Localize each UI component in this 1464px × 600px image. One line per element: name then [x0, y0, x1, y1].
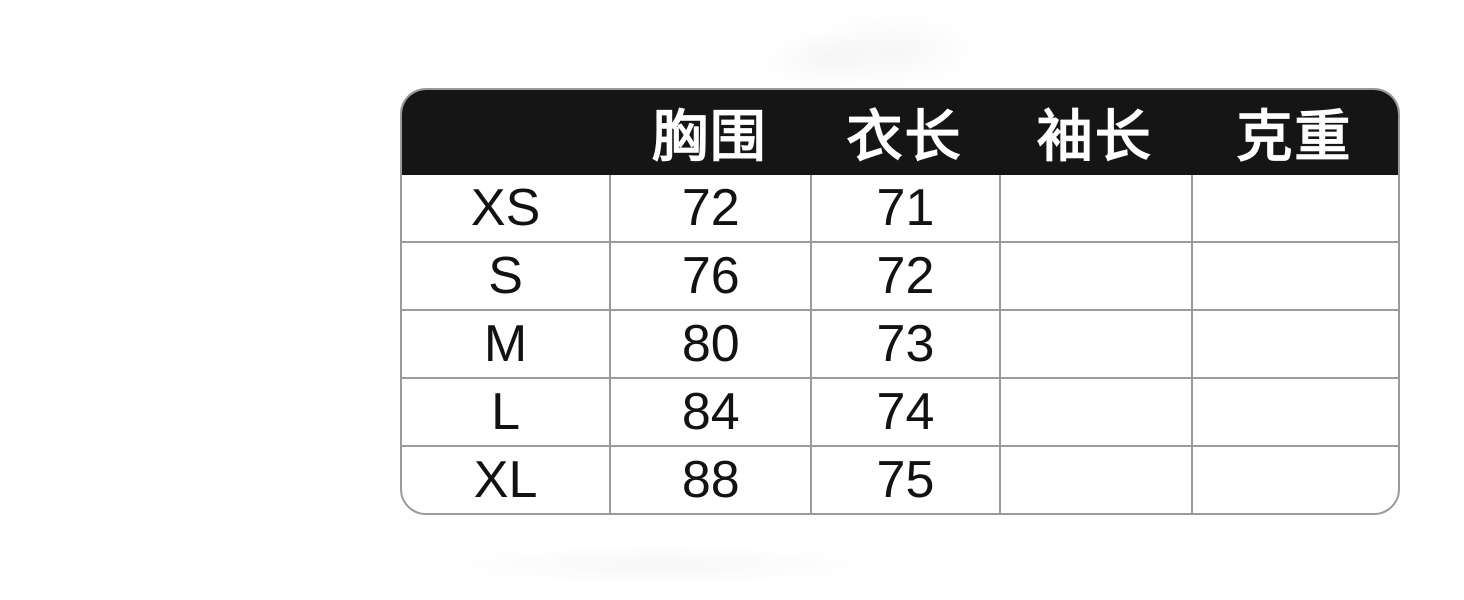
- weight-value: [1190, 447, 1398, 513]
- header-cell-sleeve: 袖长: [1036, 105, 1153, 168]
- sleeve-value: [998, 447, 1191, 513]
- chest-value: 80: [609, 311, 810, 377]
- length-value: 72: [810, 243, 998, 309]
- table-row-xs: XS 72 71: [402, 175, 1398, 241]
- size-chart-table: 胸围 衣长 袖长 克重 XS 72 71 S 76 72 M 80: [400, 88, 1400, 515]
- size-label: S: [488, 247, 523, 305]
- sleeve-value: [998, 379, 1191, 445]
- sleeve-value: [998, 243, 1191, 309]
- table-row-xl: XL 88 75: [402, 445, 1398, 513]
- table-row-m: M 80 73: [402, 309, 1398, 377]
- size-label: L: [491, 383, 521, 441]
- length-value: 75: [810, 447, 998, 513]
- table-body: XS 72 71 S 76 72 M 80 73 L: [402, 175, 1398, 513]
- watermark-smudge: [430, 545, 890, 585]
- sleeve-value: [998, 311, 1191, 377]
- weight-value: [1190, 243, 1398, 309]
- header-cell-size: [402, 90, 609, 175]
- weight-value: [1190, 175, 1398, 241]
- size-label: XL: [473, 451, 538, 509]
- watermark-smudge: [800, 10, 980, 90]
- length-value: 71: [810, 175, 998, 241]
- sleeve-value: [998, 175, 1191, 241]
- chest-value: 72: [609, 175, 810, 241]
- chest-value: 84: [609, 379, 810, 445]
- table-row-s: S 76 72: [402, 241, 1398, 309]
- header-cell-weight: 克重: [1236, 105, 1353, 168]
- header-cell-length: 衣长: [846, 105, 963, 168]
- table-row-l: L 84 74: [402, 377, 1398, 445]
- weight-value: [1190, 311, 1398, 377]
- length-value: 73: [810, 311, 998, 377]
- watermark-smudge: [760, 30, 880, 90]
- chest-value: 76: [609, 243, 810, 309]
- header-cell-chest: 胸围: [651, 105, 768, 168]
- size-label: XS: [470, 179, 541, 237]
- chest-value: 88: [609, 447, 810, 513]
- weight-value: [1190, 379, 1398, 445]
- size-label: M: [483, 315, 528, 373]
- table-header-row: 胸围 衣长 袖长 克重: [402, 90, 1398, 175]
- length-value: 74: [810, 379, 998, 445]
